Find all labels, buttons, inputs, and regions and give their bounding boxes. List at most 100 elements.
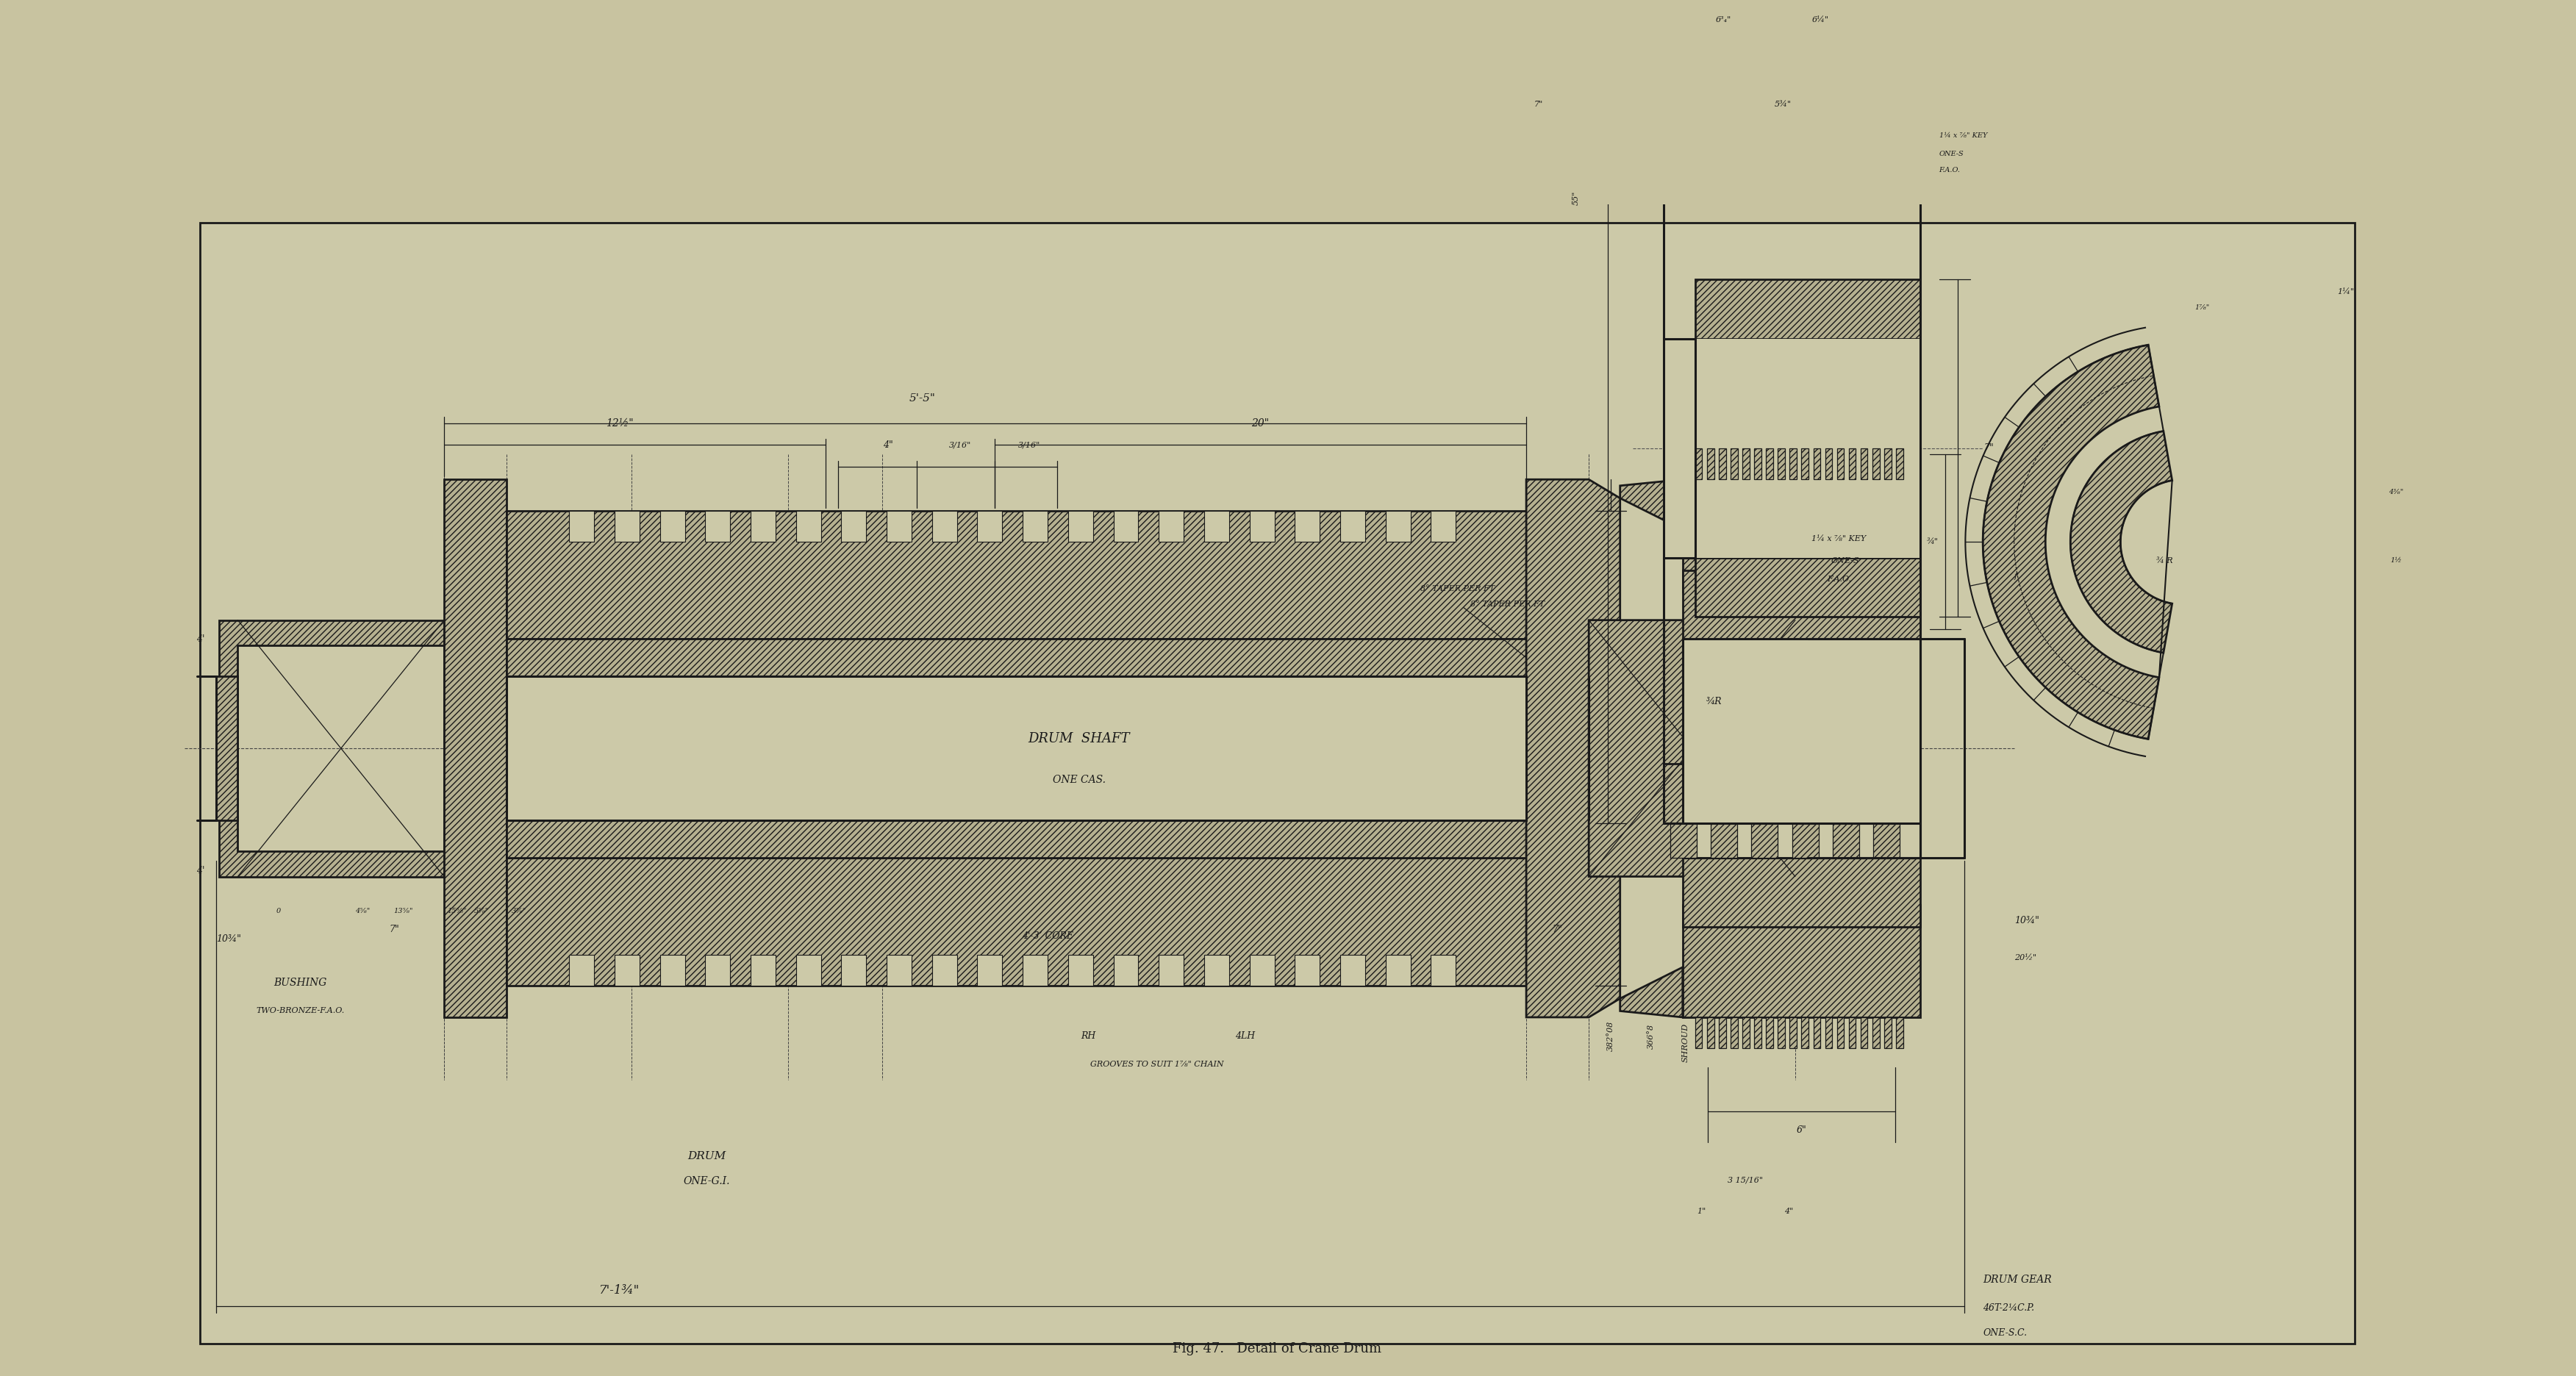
Bar [1296, 510, 1319, 542]
Text: BUSHING: BUSHING [273, 978, 327, 988]
Text: 4': 4' [196, 634, 204, 644]
Text: 1¼": 1¼" [2336, 288, 2354, 296]
Bar [1883, 449, 1891, 479]
Text: 382°08: 382°08 [1607, 1021, 1615, 1051]
Bar [507, 510, 1525, 638]
Polygon shape [1682, 904, 1919, 1017]
Text: 6": 6" [1795, 1126, 1806, 1135]
Bar [1386, 955, 1412, 987]
Text: DRUM: DRUM [688, 1150, 726, 1161]
Bar [507, 820, 1525, 857]
Bar [976, 510, 1002, 542]
Text: 10¾": 10¾" [2014, 915, 2040, 925]
Text: 6³₄": 6³₄" [1716, 17, 1731, 23]
Text: TWO-BRONZE-F.A.O.: TWO-BRONZE-F.A.O. [255, 1007, 345, 1014]
Polygon shape [443, 479, 507, 1017]
Bar [976, 955, 1002, 987]
Bar [933, 955, 956, 987]
Bar [1708, 1017, 1713, 1049]
Bar [1860, 1017, 1868, 1049]
Bar [1790, 1017, 1795, 1049]
Bar [1249, 955, 1275, 987]
Text: ONE-G.I.: ONE-G.I. [683, 1176, 729, 1186]
Bar [1718, 1017, 1726, 1049]
Bar [1801, 449, 1808, 479]
Bar [1814, 1017, 1821, 1049]
Bar [569, 510, 595, 542]
Bar [507, 857, 1525, 987]
Text: SHROUD: SHROUD [1682, 1022, 1690, 1062]
Bar [796, 955, 822, 987]
Bar [1731, 1017, 1739, 1049]
Text: 3/16": 3/16" [1018, 442, 1041, 449]
Bar [1695, 1017, 1703, 1049]
Bar [1832, 823, 1860, 857]
Text: RH: RH [1082, 1031, 1095, 1040]
Bar [1752, 39, 1777, 73]
Bar [1159, 955, 1185, 987]
Bar [1801, 1017, 1808, 1049]
Polygon shape [2071, 431, 2172, 652]
Text: f': f' [2014, 572, 2020, 581]
Bar [1203, 510, 1229, 542]
Text: DRUM GEAR: DRUM GEAR [1984, 1274, 2050, 1285]
Bar [1790, 449, 1795, 479]
Text: ONE CAS.: ONE CAS. [1054, 775, 1105, 784]
Bar [1883, 1017, 1891, 1049]
Bar [1837, 449, 1844, 479]
Text: 46T-2¼C.P.: 46T-2¼C.P. [1984, 1303, 2035, 1313]
Text: 7": 7" [1535, 100, 1543, 107]
Bar [569, 955, 595, 987]
Bar [1873, 1017, 1880, 1049]
Polygon shape [1682, 479, 1919, 592]
Text: 13⅝": 13⅝" [394, 908, 412, 914]
Bar [1695, 279, 1919, 338]
Text: 3/16": 3/16" [948, 442, 971, 449]
Text: 366°8: 366°8 [1649, 1024, 1654, 1049]
Bar [1340, 955, 1365, 987]
Bar [1669, 39, 1698, 73]
Text: 4'-3’ CORE: 4'-3’ CORE [1023, 932, 1074, 941]
Bar [1113, 510, 1139, 542]
Text: 7'-1¾": 7'-1¾" [600, 1284, 639, 1296]
Text: 1½: 1½ [2391, 557, 2401, 564]
Bar [1896, 449, 1904, 479]
Bar [1873, 823, 1901, 857]
Bar [886, 955, 912, 987]
Text: ¾": ¾" [1927, 538, 1940, 546]
Bar [1873, 39, 1901, 73]
Polygon shape [1525, 479, 1620, 1017]
Text: ONE-S: ONE-S [1940, 151, 1963, 157]
Bar [933, 510, 956, 542]
Bar [1669, 823, 1698, 857]
Bar [1664, 338, 1695, 557]
Bar [1752, 823, 1777, 857]
Text: 12½": 12½" [605, 418, 634, 428]
Bar [1430, 510, 1455, 542]
Bar [1664, 764, 1919, 823]
Bar [1832, 39, 1860, 73]
Bar [1708, 449, 1713, 479]
Text: 4LH: 4LH [1234, 1031, 1255, 1040]
Bar [842, 510, 866, 542]
Bar [1203, 955, 1229, 987]
Text: 7": 7" [1984, 443, 1994, 453]
Bar [1296, 955, 1319, 987]
Text: ONE-S: ONE-S [1832, 557, 1860, 564]
Bar [1850, 1017, 1855, 1049]
Bar [1824, 449, 1832, 479]
Bar [1718, 449, 1726, 479]
Bar [1710, 823, 1736, 857]
Bar [1741, 449, 1749, 479]
Bar [1754, 1017, 1762, 1049]
Bar [659, 955, 685, 987]
Bar [1777, 1017, 1785, 1049]
Bar [1767, 449, 1772, 479]
Bar [507, 677, 1525, 820]
Text: 8° TAPER PER FT: 8° TAPER PER FT [1419, 585, 1494, 593]
Text: 1¼ x ⅞" KEY: 1¼ x ⅞" KEY [1811, 535, 1865, 542]
Text: 4⅜": 4⅜" [2388, 488, 2403, 495]
Bar [1023, 510, 1048, 542]
Polygon shape [1620, 967, 1682, 1017]
Bar [1860, 449, 1868, 479]
